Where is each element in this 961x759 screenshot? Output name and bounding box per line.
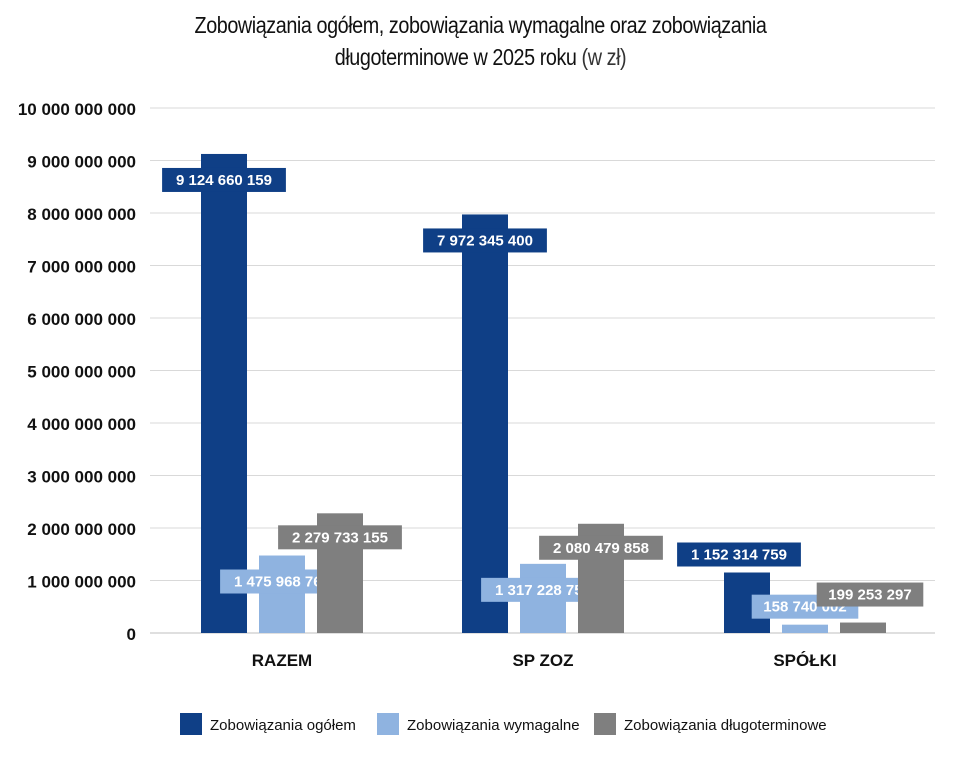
chart-title-unit: (w zł) xyxy=(581,44,627,70)
y-tick-label: 8 000 000 000 xyxy=(27,205,136,224)
legend-label: Zobowiązania wymagalne xyxy=(407,717,580,734)
data-label: 199 253 297 xyxy=(828,587,911,604)
data-label: 9 124 660 159 xyxy=(176,172,272,189)
data-label: 7 972 345 400 xyxy=(437,232,533,249)
y-tick-label: 1 000 000 000 xyxy=(27,573,136,592)
y-tick-label: 3 000 000 000 xyxy=(27,468,136,487)
bar-wymagalne xyxy=(259,555,305,633)
data-label: 1 152 314 759 xyxy=(691,547,787,564)
data-label: 1 317 228 759 xyxy=(495,582,591,599)
data-label: 2 080 479 858 xyxy=(553,540,649,557)
data-label: 1 475 968 761 xyxy=(234,574,330,591)
y-tick-label: 4 000 000 000 xyxy=(27,415,136,434)
y-tick-label: 10 000 000 000 xyxy=(18,100,136,119)
data-label-box xyxy=(539,535,663,560)
data-label-box xyxy=(423,228,547,253)
bar-ogolem xyxy=(462,214,508,633)
data-label-box xyxy=(162,167,286,192)
data-label-box xyxy=(816,582,924,607)
data-label-box xyxy=(677,542,801,567)
y-tick-label: 0 xyxy=(127,625,136,644)
y-tick-label: 6 000 000 000 xyxy=(27,310,136,329)
legend-label: Zobowiązania długoterminowe xyxy=(624,717,827,734)
x-category-label: RAZEM xyxy=(252,651,312,670)
bar-wymagalne xyxy=(782,624,828,633)
chart-title-line2: długoterminowe w 2025 roku (w zł) xyxy=(67,44,893,71)
y-tick-label: 7 000 000 000 xyxy=(27,258,136,277)
chart-title-line1: Zobowiązania ogółem, zobowiązania wymaga… xyxy=(194,12,767,38)
legend-swatch xyxy=(377,713,399,735)
bar-dlugoterminowe xyxy=(840,622,886,633)
legend-swatch xyxy=(180,713,202,735)
y-tick-label: 9 000 000 000 xyxy=(27,153,136,172)
x-category-label: SPÓŁKI xyxy=(773,651,836,670)
legend-label: Zobowiązania ogółem xyxy=(210,717,356,734)
x-category-label: SP ZOZ xyxy=(512,651,573,670)
y-tick-label: 2 000 000 000 xyxy=(27,520,136,539)
legend-swatch xyxy=(594,713,616,735)
data-label-box xyxy=(278,525,402,550)
bar-ogolem xyxy=(201,153,247,634)
chart-title-main: długoterminowe w 2025 roku xyxy=(334,44,577,70)
y-tick-label: 5 000 000 000 xyxy=(27,363,136,382)
data-label: 2 279 733 155 xyxy=(292,529,388,546)
